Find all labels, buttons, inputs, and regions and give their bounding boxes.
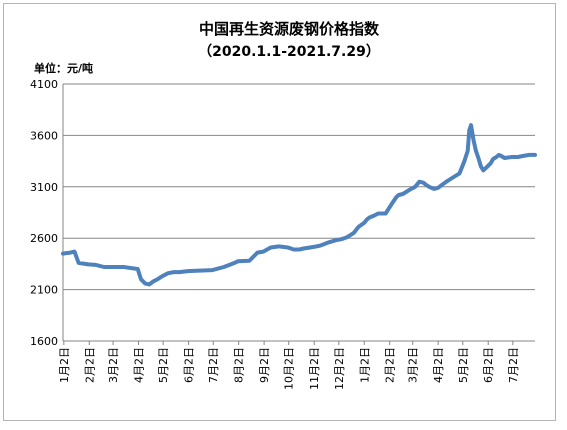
x-tick-label: 2月2日: [384, 347, 397, 383]
x-tick-label: 11月2日: [308, 347, 321, 390]
x-tick-label: 1月2日: [58, 347, 71, 383]
y-tick-label: 1600: [30, 335, 58, 348]
series-line: [61, 123, 537, 287]
x-tick-label: 9月2日: [258, 347, 271, 383]
y-axis-unit-label: 单位：元/吨: [34, 61, 93, 75]
x-tick-label: 5月2日: [457, 347, 470, 383]
x-tick-labels: 1月2日 2月2日 3月2日 4月2日 5月2日 6月2日 7月2日 8月2日 9月2日 10月2…: [58, 347, 520, 390]
y-tick-label: 3600: [30, 129, 58, 142]
series-layer: [61, 123, 537, 287]
x-tick-label: 4月2日: [432, 347, 445, 383]
x-tick-label: 7月2日: [507, 347, 520, 383]
y-tick-labels: 1600 2100 2600 3100 3600 4100: [30, 78, 58, 348]
x-tick-label: 7月2日: [207, 347, 220, 383]
x-tick-label: 3月2日: [107, 347, 120, 383]
x-tick-label: 10月2日: [283, 347, 296, 390]
y-tick-label: 2100: [30, 284, 58, 297]
y-tick-label: 4100: [30, 78, 58, 91]
x-tick-label: 6月2日: [482, 347, 495, 383]
x-tick-label: 6月2日: [183, 347, 196, 383]
x-tick-label: 4月2日: [133, 347, 146, 383]
x-tick-label: 1月2日: [358, 347, 371, 383]
chart-frame: [3, 3, 556, 421]
chart-subtitle: （2020.1.1-2021.7.29）: [198, 44, 380, 60]
chart-title: 中国再生资源废钢价格指数: [199, 20, 380, 38]
x-tick-label: 8月2日: [233, 347, 246, 383]
x-tick-label: 3月2日: [407, 347, 420, 383]
gridlines: [63, 83, 535, 342]
y-tick-label: 2600: [30, 232, 58, 245]
x-tick-label: 2月2日: [83, 347, 96, 383]
x-tick-label: 5月2日: [157, 347, 170, 383]
axes: [62, 84, 535, 345]
y-tick-label: 3100: [30, 181, 58, 194]
x-tick-label: 12月2日: [333, 347, 346, 390]
